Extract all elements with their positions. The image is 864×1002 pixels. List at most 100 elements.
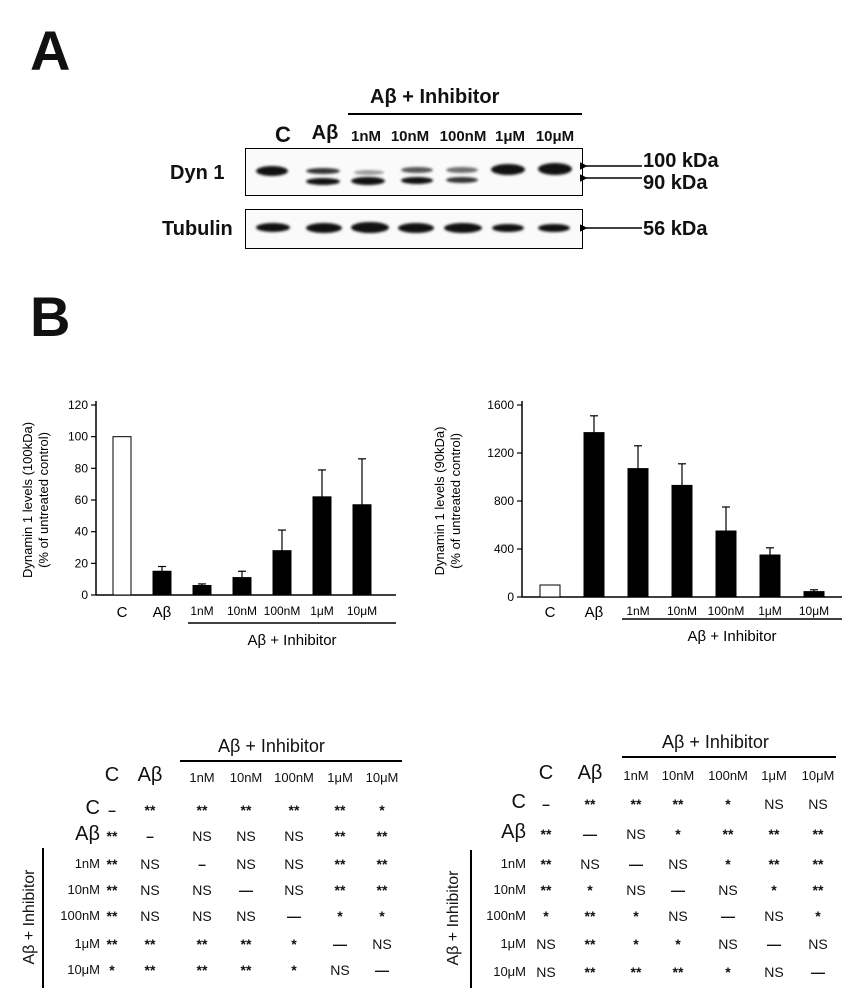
lane-label: C bbox=[275, 122, 291, 147]
y-axis-label-2: (% of untreated control) bbox=[36, 432, 51, 568]
group-label: Aβ + Inhibitor bbox=[247, 632, 336, 649]
marker-56kda: 56 kDa bbox=[643, 218, 708, 240]
table-side-line bbox=[470, 850, 472, 988]
table-col-header: Aβ bbox=[577, 762, 603, 784]
table-cell: — bbox=[333, 936, 347, 952]
category-label: C bbox=[117, 604, 128, 621]
category-label: 1nM bbox=[626, 604, 649, 618]
category-label: 1μM bbox=[310, 604, 334, 618]
table-cell: — bbox=[375, 962, 389, 978]
bar bbox=[759, 554, 781, 598]
category-label: 10nM bbox=[227, 604, 257, 618]
table-cell: ** bbox=[106, 882, 118, 898]
bar bbox=[583, 432, 605, 598]
table-cell: * bbox=[815, 908, 821, 924]
table-cell: * bbox=[543, 908, 549, 924]
y-tick-label: 100 bbox=[68, 430, 88, 444]
significance-table-90kda: Aβ + Inhibitor C Aβ 1nM 10nM 100nM 1μM 10μM C – **… bbox=[440, 732, 860, 998]
table-cell: * bbox=[379, 802, 385, 818]
table-cell: NS bbox=[192, 828, 212, 844]
table-row-header: 10nM bbox=[493, 882, 526, 897]
bar bbox=[232, 577, 252, 596]
lane-label: 100nM bbox=[439, 128, 487, 145]
table-row-header: Aβ bbox=[501, 821, 526, 843]
table-cell: NS bbox=[536, 964, 556, 980]
panel-a-group-label: Aβ + Inhibitor bbox=[370, 86, 500, 108]
y-tick-label: 800 bbox=[494, 494, 514, 508]
table-cell: ** bbox=[812, 826, 824, 842]
table-cell: * bbox=[109, 962, 115, 978]
table-row-header: 1μM bbox=[74, 936, 100, 951]
table-cell: NS bbox=[140, 908, 160, 924]
category-label: Aβ bbox=[153, 604, 172, 621]
table-side-label: Aβ + Inhibitor bbox=[21, 869, 38, 965]
bar bbox=[272, 550, 292, 596]
table-cell: ** bbox=[672, 964, 684, 980]
table-cell: NS bbox=[236, 828, 256, 844]
table-cell: NS bbox=[808, 796, 828, 812]
table-cell: ** bbox=[630, 796, 642, 812]
panel-a-letter: A bbox=[30, 19, 71, 82]
table-cell: ** bbox=[240, 802, 252, 818]
bar bbox=[352, 504, 372, 596]
table-group-label: Aβ + Inhibitor bbox=[218, 736, 325, 756]
table-cell: ** bbox=[540, 856, 552, 872]
table-cell: ** bbox=[812, 856, 824, 872]
table-cell: ** bbox=[196, 802, 208, 818]
table-row-header: 10μM bbox=[67, 962, 100, 977]
table-cell: ** bbox=[240, 936, 252, 952]
table-row-header: 1μM bbox=[500, 936, 526, 951]
table-cell: — bbox=[583, 826, 597, 842]
category-label: 10nM bbox=[667, 604, 697, 618]
table-cell: * bbox=[771, 882, 777, 898]
table-cell: ** bbox=[106, 936, 118, 952]
category-label: 1μM bbox=[758, 604, 782, 618]
table-cell: NS bbox=[192, 882, 212, 898]
y-axis-label: Dynamin 1 levels (100kDa) bbox=[20, 422, 35, 578]
table-cell: NS bbox=[764, 908, 784, 924]
bar bbox=[152, 570, 172, 596]
table-col-header: C bbox=[104, 764, 120, 786]
category-label: 1nM bbox=[190, 604, 213, 618]
table-cell: NS bbox=[236, 908, 256, 924]
table-cell: — bbox=[767, 936, 781, 952]
table-col-header: 10nM bbox=[661, 768, 695, 783]
table-col-header: 1nM bbox=[623, 768, 649, 783]
bar bbox=[312, 496, 332, 596]
table-cell: ** bbox=[540, 882, 552, 898]
table-cell: * bbox=[337, 908, 343, 924]
y-tick-label: 0 bbox=[507, 590, 514, 604]
chart-dynamin-100kda: 0 20 40 60 80 100 120 Dynamin 1 levels (100kDa)… bbox=[20, 398, 396, 649]
table-cell: * bbox=[725, 964, 731, 980]
table-cell: ** bbox=[376, 856, 388, 872]
table-cell: ** bbox=[334, 802, 346, 818]
table-cell: * bbox=[291, 936, 297, 952]
table-cell: ** bbox=[584, 936, 596, 952]
table-cell: ** bbox=[768, 856, 780, 872]
table-cell: NS bbox=[718, 936, 738, 952]
category-label: 100nM bbox=[708, 604, 745, 618]
table-cell: ** bbox=[584, 908, 596, 924]
lane-label: Aβ bbox=[311, 122, 339, 144]
table-cell: ** bbox=[144, 936, 156, 952]
category-label: 10μM bbox=[799, 604, 829, 618]
table-cell: NS bbox=[284, 882, 304, 898]
table-cell: – bbox=[542, 796, 550, 812]
table-cell: * bbox=[675, 936, 681, 952]
table-cell: NS bbox=[764, 964, 784, 980]
lane-label: 10μM bbox=[535, 128, 575, 145]
blot-label-tubulin: Tubulin bbox=[162, 218, 233, 240]
table-cell: ** bbox=[288, 802, 300, 818]
table-cell: ** bbox=[630, 964, 642, 980]
table-cell: * bbox=[633, 936, 639, 952]
table-side-line bbox=[42, 848, 44, 988]
dyn1-blot bbox=[245, 148, 583, 196]
table-cell: ** bbox=[584, 964, 596, 980]
table-cell: NS bbox=[372, 936, 392, 952]
y-tick-label: 40 bbox=[75, 525, 89, 539]
table-cell: NS bbox=[626, 826, 646, 842]
marker-100kda: 100 kDa bbox=[643, 150, 719, 172]
table-row-header: Aβ bbox=[75, 823, 100, 845]
marker-arrows bbox=[580, 160, 642, 234]
